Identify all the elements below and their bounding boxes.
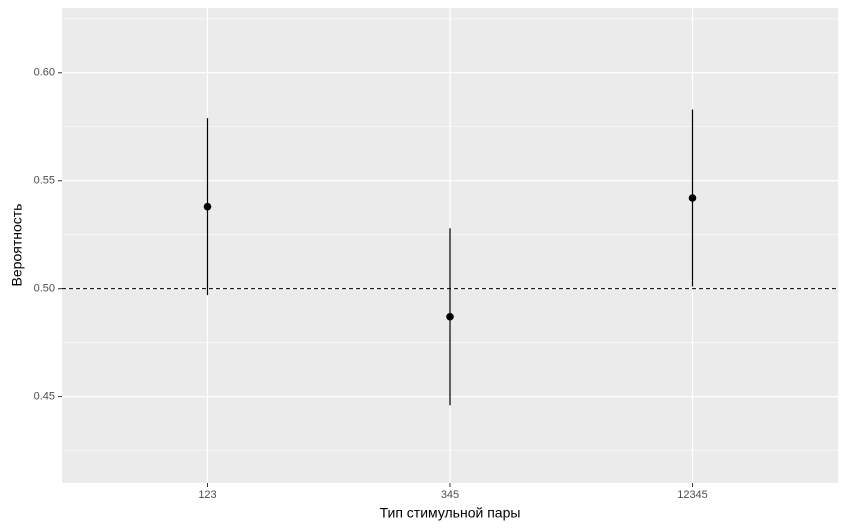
y-tick-label: 0.45 <box>34 391 55 403</box>
x-axis-title: Тип стимульной пары <box>380 505 521 521</box>
y-tick-label: 0.50 <box>34 283 55 295</box>
y-tick-label: 0.55 <box>34 175 55 187</box>
point <box>688 194 697 202</box>
x-tick-label: 345 <box>441 489 459 501</box>
y-tick-label: 0.60 <box>34 67 55 79</box>
point <box>446 312 454 321</box>
y-axis-title: Вероятность <box>9 204 25 287</box>
x-tick-label: 12345 <box>677 489 708 501</box>
point <box>203 202 212 211</box>
x-tick-label: 123 <box>198 489 216 501</box>
